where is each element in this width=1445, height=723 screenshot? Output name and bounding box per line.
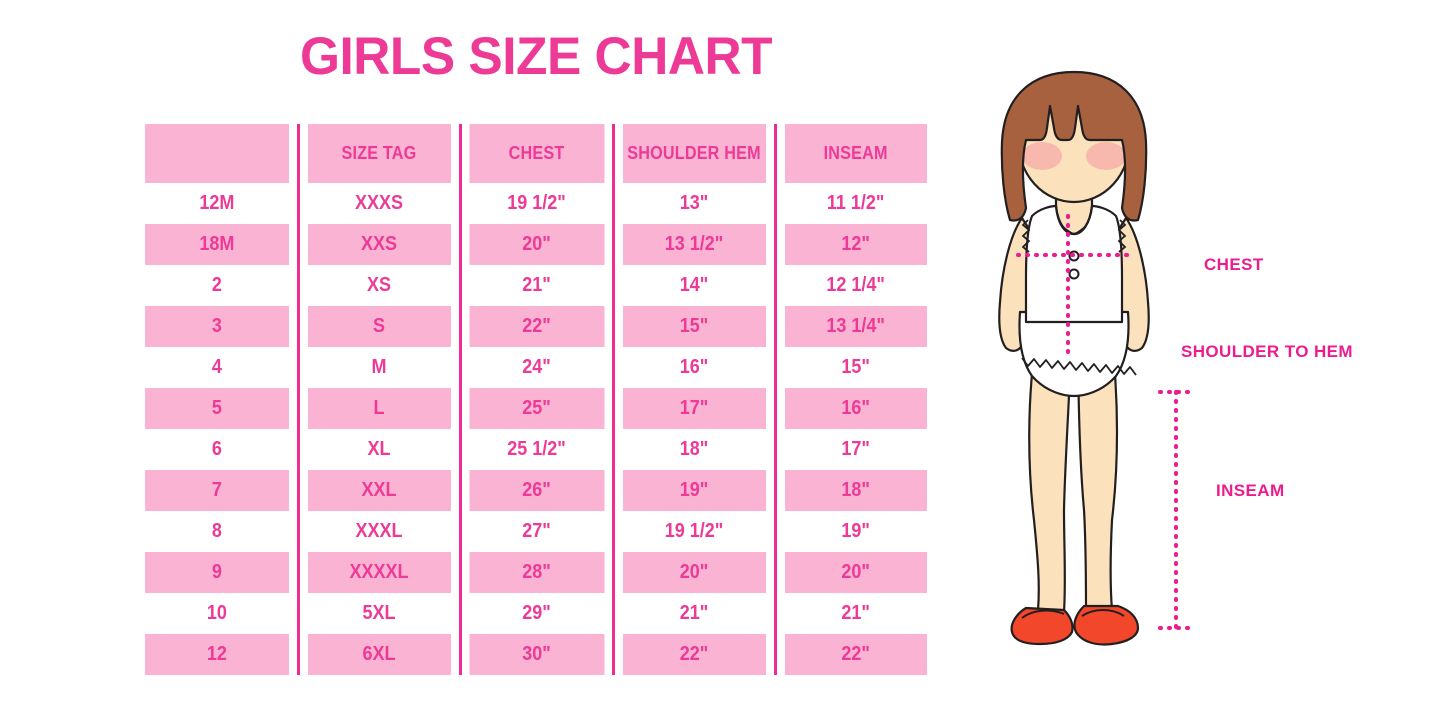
cell-shoulder-hem: 20" — [619, 552, 767, 593]
cell-inseam: 15" — [781, 347, 927, 388]
header-row: SIZE TAG CHEST SHOULDER HEM INSEAM — [137, 124, 935, 183]
cell-inseam: 18" — [781, 470, 927, 511]
cell-shoulder-hem: 14" — [619, 265, 767, 306]
cell-shoulder-hem: 17" — [619, 388, 767, 429]
column-header-shoulder-hem: SHOULDER HEM — [619, 124, 767, 183]
cell-size: 8 — [145, 511, 290, 552]
shoes — [1010, 604, 1140, 646]
page-title: GIRLS SIZE CHART — [299, 27, 773, 86]
cell-chest: 27" — [466, 511, 606, 552]
cell-chest: 20" — [466, 224, 606, 265]
cell-shoulder-hem: 15" — [619, 306, 767, 347]
cell-size-tag: 5XL — [304, 593, 452, 634]
cell-shoulder-hem: 19 1/2" — [619, 511, 767, 552]
cell-size: 9 — [145, 552, 290, 593]
cell-inseam: 12" — [781, 224, 927, 265]
table-row: 12M XXXS 19 1/2" 13" 11 1/2" — [137, 183, 935, 224]
table-row: 4 M 24" 16" 15" — [137, 347, 935, 388]
cell-size: 18M — [145, 224, 290, 265]
cell-size: 3 — [145, 306, 290, 347]
cell-size: 4 — [145, 347, 290, 388]
label-inseam: INSEAM — [1216, 481, 1285, 500]
column-header-chest: CHEST — [466, 124, 606, 183]
cell-shoulder-hem: 13" — [619, 183, 767, 224]
cell-inseam: 22" — [781, 634, 927, 675]
cell-size-tag: 6XL — [304, 634, 452, 675]
column-header-size — [145, 124, 290, 183]
legs — [1028, 323, 1119, 614]
cell-inseam: 17" — [781, 429, 927, 470]
girl-measurement-illustration — [998, 70, 1192, 646]
cell-size: 12 — [145, 634, 290, 675]
label-shoulder-to-hem: SHOULDER TO HEM — [1181, 342, 1353, 361]
cell-size-tag: XXXL — [304, 511, 452, 552]
table-row: 5 L 25" 17" 16" — [137, 388, 935, 429]
size-chart-table: SIZE TAG CHEST SHOULDER HEM INSEAM 12M XX… — [137, 124, 935, 675]
bloomers — [1018, 310, 1137, 398]
head — [1000, 70, 1148, 222]
cell-inseam: 21" — [781, 593, 927, 634]
column-header-inseam: INSEAM — [781, 124, 927, 183]
cell-size-tag: XS — [304, 265, 452, 306]
cell-chest: 28" — [466, 552, 606, 593]
hair — [1000, 70, 1148, 222]
cell-shoulder-hem: 21" — [619, 593, 767, 634]
cell-size-tag: XL — [304, 429, 452, 470]
cell-size: 5 — [145, 388, 290, 429]
table-row: 9 XXXXL 28" 20" 20" — [137, 552, 935, 593]
cell-shoulder-hem: 13 1/2" — [619, 224, 767, 265]
table-row: 8 XXXL 27" 19 1/2" 19" — [137, 511, 935, 552]
cell-size-tag: L — [304, 388, 452, 429]
column-header-size-tag: SIZE TAG — [304, 124, 452, 183]
table-row: 2 XS 21" 14" 12 1/4" — [137, 265, 935, 306]
cell-shoulder-hem: 22" — [619, 634, 767, 675]
cell-chest: 21" — [466, 265, 606, 306]
table-row: 12 6XL 30" 22" 22" — [137, 634, 935, 675]
cell-size: 6 — [145, 429, 290, 470]
cell-inseam: 12 1/4" — [781, 265, 927, 306]
table-body: 12M XXXS 19 1/2" 13" 11 1/2" 18M XXS 20" 13 1/2"… — [137, 183, 935, 675]
cell-chest: 25 1/2" — [466, 429, 606, 470]
cell-shoulder-hem: 19" — [619, 470, 767, 511]
cell-size-tag: S — [304, 306, 452, 347]
cell-chest: 19 1/2" — [466, 183, 606, 224]
cell-size-tag: XXXS — [304, 183, 452, 224]
cell-chest: 29" — [466, 593, 606, 634]
cell-size-tag: XXS — [304, 224, 452, 265]
cell-size-tag: XXL — [304, 470, 452, 511]
cell-size: 7 — [145, 470, 290, 511]
cheek-left — [1022, 142, 1062, 170]
cell-shoulder-hem: 16" — [619, 347, 767, 388]
table-row: 7 XXL 26" 19" 18" — [137, 470, 935, 511]
table-header: SIZE TAG CHEST SHOULDER HEM INSEAM — [137, 124, 935, 183]
cell-size-tag: M — [304, 347, 452, 388]
measurement-guides — [1016, 214, 1192, 630]
button-lower — [1068, 268, 1080, 280]
label-chest: CHEST — [1204, 255, 1264, 274]
table-row: 3 S 22" 15" 13 1/4" — [137, 306, 935, 347]
table-row: 6 XL 25 1/2" 18" 17" — [137, 429, 935, 470]
cell-inseam: 19" — [781, 511, 927, 552]
cell-shoulder-hem: 18" — [619, 429, 767, 470]
cell-chest: 25" — [466, 388, 606, 429]
cell-size: 12M — [145, 183, 290, 224]
cell-chest: 26" — [466, 470, 606, 511]
cell-size-tag: XXXXL — [304, 552, 452, 593]
table-row: 18M XXS 20" 13 1/2" 12" — [137, 224, 935, 265]
cell-chest: 22" — [466, 306, 606, 347]
cell-inseam: 11 1/2" — [781, 183, 927, 224]
cell-size: 10 — [145, 593, 290, 634]
cell-inseam: 16" — [781, 388, 927, 429]
cell-inseam: 13 1/4" — [781, 306, 927, 347]
cheek-right — [1086, 142, 1126, 170]
cell-inseam: 20" — [781, 552, 927, 593]
top-garment — [1021, 204, 1127, 324]
table-row: 10 5XL 29" 21" 21" — [137, 593, 935, 634]
cell-size: 2 — [145, 265, 290, 306]
cell-chest: 24" — [466, 347, 606, 388]
cell-chest: 30" — [466, 634, 606, 675]
